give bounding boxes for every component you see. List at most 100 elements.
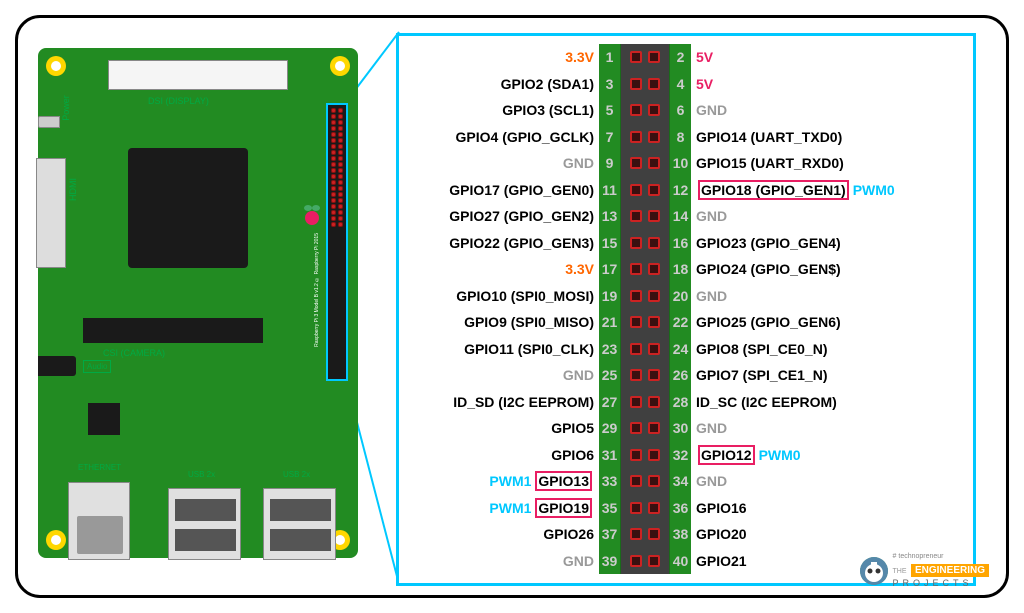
pin-left-label: GPIO3 (SCL1): [399, 102, 599, 118]
pin-number-left: 7: [599, 124, 621, 151]
main-chip: [128, 148, 248, 268]
pin-left-label: GPIO17 (GPIO_GEN0): [399, 182, 599, 198]
pin-holes: [621, 230, 669, 257]
pin-number-right: 26: [669, 362, 691, 389]
pin-number-left: 13: [599, 203, 621, 230]
diagram-container: DSI (DISPLAY) Power Raspberry Pi 3 Model…: [15, 15, 1009, 598]
audio-jack: [38, 356, 76, 376]
logo-hashtag: # technopreneur: [893, 553, 989, 560]
pin-number-left: 27: [599, 389, 621, 416]
pin-right-label: GPIO7 (SPI_CE1_N): [691, 367, 973, 383]
pin-number-right: 14: [669, 203, 691, 230]
pin-number-right: 4: [669, 71, 691, 98]
pin-left-label: GND: [399, 553, 599, 569]
pin-holes: [621, 495, 669, 522]
pin-left-label: GPIO11 (SPI0_CLK): [399, 341, 599, 357]
pin-number-right: 18: [669, 256, 691, 283]
pin-row: GPIO2 (SDA1)3 45V: [399, 71, 973, 98]
pin-number-left: 39: [599, 548, 621, 575]
pin-number-left: 11: [599, 177, 621, 204]
pin-left-label: GPIO27 (GPIO_GEN2): [399, 208, 599, 224]
pin-holes: [621, 336, 669, 363]
pin-holes: [621, 71, 669, 98]
mount-hole-icon: [330, 56, 350, 76]
pin-left-label: 3.3V: [399, 49, 599, 65]
pin-holes: [621, 362, 669, 389]
pin-number-left: 3: [599, 71, 621, 98]
pin-holes: [621, 283, 669, 310]
pin-left-label: GPIO4 (GPIO_GCLK): [399, 129, 599, 145]
logo-projects: PROJECTS: [893, 578, 989, 588]
pin-number-left: 5: [599, 97, 621, 124]
pin-right-label: GND: [691, 102, 973, 118]
raspberry-logo-icon: [302, 203, 322, 228]
pin-right-label: GND: [691, 208, 973, 224]
pin-right-label: GPIO20: [691, 526, 973, 542]
pin-number-right: 28: [669, 389, 691, 416]
pin-number-left: 15: [599, 230, 621, 257]
pin-left-label: GPIO6: [399, 447, 599, 463]
pin-number-left: 37: [599, 521, 621, 548]
pin-number-right: 2: [669, 44, 691, 71]
pin-row: ID_SD (I2C EEPROM)2728ID_SC (I2C EEPROM): [399, 389, 973, 416]
pin-row: GPIO4 (GPIO_GCLK)78GPIO14 (UART_TXD0): [399, 124, 973, 151]
dsi-connector: [108, 60, 288, 90]
rpi-copyright: Raspberry Pi 3 Model B v1.2 © Raspberry …: [314, 233, 320, 347]
pin-number-left: 33: [599, 468, 621, 495]
pin-row: PWM1GPIO1333 34GND: [399, 468, 973, 495]
usb-label: USB 2x: [188, 470, 215, 479]
pin-number-right: 8: [669, 124, 691, 151]
audio-label: Audio: [83, 360, 111, 373]
pin-holes: [621, 256, 669, 283]
pin-right-label: GPIO16: [691, 500, 973, 516]
pin-number-right: 10: [669, 150, 691, 177]
pin-holes: [621, 548, 669, 575]
pin-right-label: GPIO8 (SPI_CE0_N): [691, 341, 973, 357]
pin-left-label: GPIO2 (SDA1): [399, 76, 599, 92]
pin-number-right: 6: [669, 97, 691, 124]
power-label: Power: [61, 95, 71, 121]
small-chip: [88, 403, 120, 435]
pin-number-right: 20: [669, 283, 691, 310]
pin-left-label: GND: [399, 367, 599, 383]
pin-right-label: GPIO25 (GPIO_GEN6): [691, 314, 973, 330]
usb-port: [263, 488, 336, 560]
pin-right-label: GPIO12PWM0: [691, 445, 973, 465]
mount-hole-icon: [46, 56, 66, 76]
pinout-panel: 3.3V125VGPIO2 (SDA1)345VGPIO3 (SCL1)56GN…: [396, 33, 976, 586]
pin-left-label: GPIO10 (SPI0_MOSI): [399, 288, 599, 304]
pin-left-label: PWM1GPIO13: [399, 471, 599, 491]
ethernet-label: ETHERNET: [78, 463, 121, 472]
gpio-header: [326, 103, 348, 381]
ethernet-port: [68, 482, 130, 560]
pin-number-left: 25: [599, 362, 621, 389]
pin-left-label: GPIO26: [399, 526, 599, 542]
pin-row: GPIO9 (SPI0_MISO)2122GPIO25 (GPIO_GEN6): [399, 309, 973, 336]
pin-number-left: 35: [599, 495, 621, 522]
hdmi-label: HDMI: [68, 178, 78, 201]
usb-port: [168, 488, 241, 560]
pin-row: GPIO263738GPIO20: [399, 521, 973, 548]
pin-right-label: 5V: [691, 76, 973, 92]
pin-row: GPIO22 (GPIO_GEN3)1516GPIO23 (GPIO_GEN4): [399, 230, 973, 257]
pin-right-label: GPIO24 (GPIO_GEN$): [691, 261, 973, 277]
pin-number-left: 19: [599, 283, 621, 310]
pin-right-label: 5V: [691, 49, 973, 65]
pin-number-left: 9: [599, 150, 621, 177]
pin-row: GND910GPIO15 (UART_RXD0): [399, 150, 973, 177]
pin-left-label: ID_SD (I2C EEPROM): [399, 394, 599, 410]
pin-holes: [621, 203, 669, 230]
pin-right-label: GND: [691, 473, 973, 489]
pin-row: GPIO52930GND: [399, 415, 973, 442]
pin-number-right: 30: [669, 415, 691, 442]
pin-row: GPIO63132GPIO12PWM0: [399, 442, 973, 469]
pin-number-left: 17: [599, 256, 621, 283]
pin-left-label: GND: [399, 155, 599, 171]
pin-number-right: 36: [669, 495, 691, 522]
pin-row: 3.3V1718GPIO24 (GPIO_GEN$): [399, 256, 973, 283]
pin-number-right: 34: [669, 468, 691, 495]
pin-row: GPIO3 (SCL1)5 6GND: [399, 97, 973, 124]
pin-number-left: 31: [599, 442, 621, 469]
dsi-label: DSI (DISPLAY): [148, 96, 209, 106]
pin-holes: [621, 309, 669, 336]
